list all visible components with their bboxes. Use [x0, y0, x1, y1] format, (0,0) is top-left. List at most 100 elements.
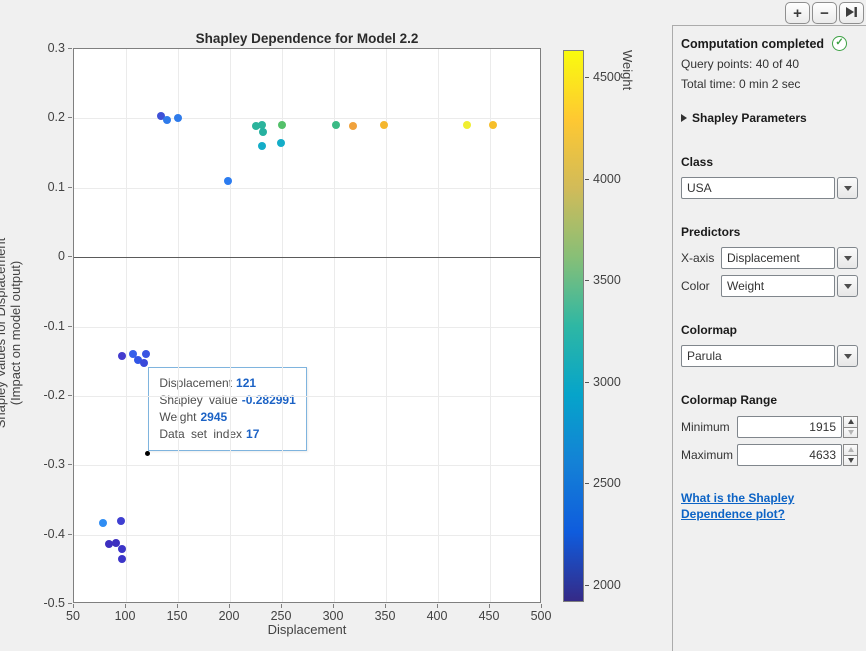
datatip-row: Displacement 121 — [159, 375, 295, 392]
class-dropdown-value[interactable]: USA — [681, 177, 835, 199]
scatter-point[interactable] — [252, 122, 260, 130]
scatter-point[interactable] — [129, 350, 138, 359]
scatter-point[interactable] — [139, 358, 148, 367]
chevron-down-icon — [843, 255, 852, 261]
scatter-point[interactable] — [258, 142, 267, 151]
gridline-horizontal — [74, 118, 540, 120]
color-predictor-row: Color Weight — [681, 275, 858, 297]
colorbar-tick-mark — [585, 280, 589, 282]
maximum-increment-button[interactable] — [843, 444, 858, 456]
y-tick-label: 0.1 — [47, 179, 65, 194]
colorbar-tick-label: 2500 — [593, 476, 621, 491]
scatter-point[interactable] — [174, 114, 182, 123]
colorbar-tick-mark — [585, 483, 589, 485]
scatter-point[interactable] — [111, 538, 120, 547]
colormap-range-section-label: Colormap Range — [681, 393, 778, 407]
chevron-down-icon — [843, 185, 852, 191]
scatter-point[interactable] — [141, 349, 150, 358]
minimum-input[interactable] — [737, 416, 842, 438]
colorbar-tick-mark — [585, 584, 589, 586]
zero-line — [74, 257, 540, 259]
x-tick-label: 50 — [66, 609, 80, 623]
query-points-text: Query points: 40 of 40 — [681, 57, 800, 71]
datatip-label: Weight — [159, 410, 196, 424]
color-dropdown-value[interactable]: Weight — [721, 275, 835, 297]
class-dropdown[interactable]: USA — [681, 177, 858, 199]
minimum-increment-button[interactable] — [843, 416, 858, 428]
maximum-decrement-button[interactable] — [843, 455, 858, 466]
plot-title: Shapley Dependence for Model 2.2 — [195, 31, 419, 46]
colormap-dropdown-button[interactable] — [837, 345, 858, 367]
help-link[interactable]: What is the Shapley Dependence plot? — [681, 491, 795, 521]
xaxis-dropdown[interactable]: Displacement — [721, 247, 858, 269]
y-tick-mark — [68, 186, 72, 188]
scatter-point[interactable] — [134, 355, 143, 364]
y-tick-mark — [68, 48, 72, 49]
x-tick-mark — [489, 604, 490, 608]
scatter-point[interactable] — [162, 115, 171, 124]
x-tick-label: 350 — [374, 609, 396, 623]
scatter-point[interactable] — [259, 128, 268, 137]
scatter-point[interactable] — [379, 121, 388, 130]
shapley-parameters-expander[interactable]: Shapley Parameters — [681, 111, 858, 125]
y-tick-label: -0.5 — [43, 596, 65, 610]
x-tick-label: 400 — [426, 609, 448, 623]
gridline-vertical — [438, 49, 439, 602]
scatter-point[interactable] — [489, 121, 498, 130]
colormap-dropdown-value[interactable]: Parula — [681, 345, 835, 367]
colorbar[interactable] — [563, 50, 584, 602]
y-tick-label: 0 — [58, 249, 65, 264]
scatter-point[interactable] — [105, 539, 114, 548]
y-tick-label: 0.2 — [47, 110, 65, 125]
y-tick-mark — [68, 464, 72, 466]
datatip-row: Shapley value -0.282991 — [159, 392, 295, 409]
datatip-label: Data set index — [159, 426, 243, 441]
color-dropdown[interactable]: Weight — [721, 275, 858, 297]
colormap-dropdown[interactable]: Parula — [681, 345, 858, 367]
scatter-point[interactable] — [223, 176, 232, 185]
colorbar-tick-label: 4000 — [593, 171, 621, 186]
scatter-point[interactable] — [157, 112, 166, 121]
scatter-point[interactable] — [332, 121, 341, 130]
minus-button[interactable]: − — [812, 2, 837, 24]
scatter-point[interactable] — [117, 554, 126, 563]
xaxis-dropdown-value[interactable]: Displacement — [721, 247, 835, 269]
scatter-point[interactable] — [117, 351, 126, 360]
scatter-point[interactable] — [117, 544, 126, 553]
color-dropdown-button[interactable] — [837, 275, 858, 297]
scatter-point[interactable] — [348, 122, 357, 130]
colormap-section-label: Colormap — [681, 323, 738, 337]
scatter-point[interactable] — [116, 517, 125, 526]
scatter-point[interactable] — [99, 518, 108, 527]
gridline-vertical — [230, 49, 231, 602]
scatter-point[interactable] — [278, 121, 286, 130]
datatip-row: Weight 2945 — [159, 409, 295, 426]
minimum-decrement-button[interactable] — [843, 427, 858, 438]
x-tick-mark — [229, 604, 230, 608]
y-tick-label: -0.1 — [43, 318, 65, 333]
scatter-point[interactable] — [463, 121, 472, 130]
gridline-vertical — [126, 49, 127, 602]
scatter-point[interactable] — [276, 139, 285, 148]
y-tick-mark — [68, 603, 72, 604]
xaxis-row-label: X-axis — [681, 251, 715, 265]
class-dropdown-button[interactable] — [837, 177, 858, 199]
settings-panel: Computation completed ✓ Query points: 40… — [672, 25, 866, 651]
maximum-input[interactable] — [737, 444, 842, 466]
scatter-point[interactable] — [258, 121, 267, 130]
query-point-marker[interactable] — [145, 450, 151, 456]
colorbar-tick-label: 3000 — [593, 374, 621, 389]
gridline-horizontal — [74, 326, 540, 328]
gridline-vertical — [178, 49, 179, 602]
skip-to-end-icon — [845, 4, 858, 23]
y-tick-mark — [68, 533, 72, 535]
plus-button[interactable]: + — [785, 2, 810, 24]
xaxis-dropdown-button[interactable] — [837, 247, 858, 269]
minimum-label: Minimum — [681, 420, 730, 434]
skip-to-end-button[interactable] — [839, 2, 864, 24]
maximum-row: Maximum — [681, 444, 858, 466]
expander-label: Shapley Parameters — [692, 111, 807, 125]
